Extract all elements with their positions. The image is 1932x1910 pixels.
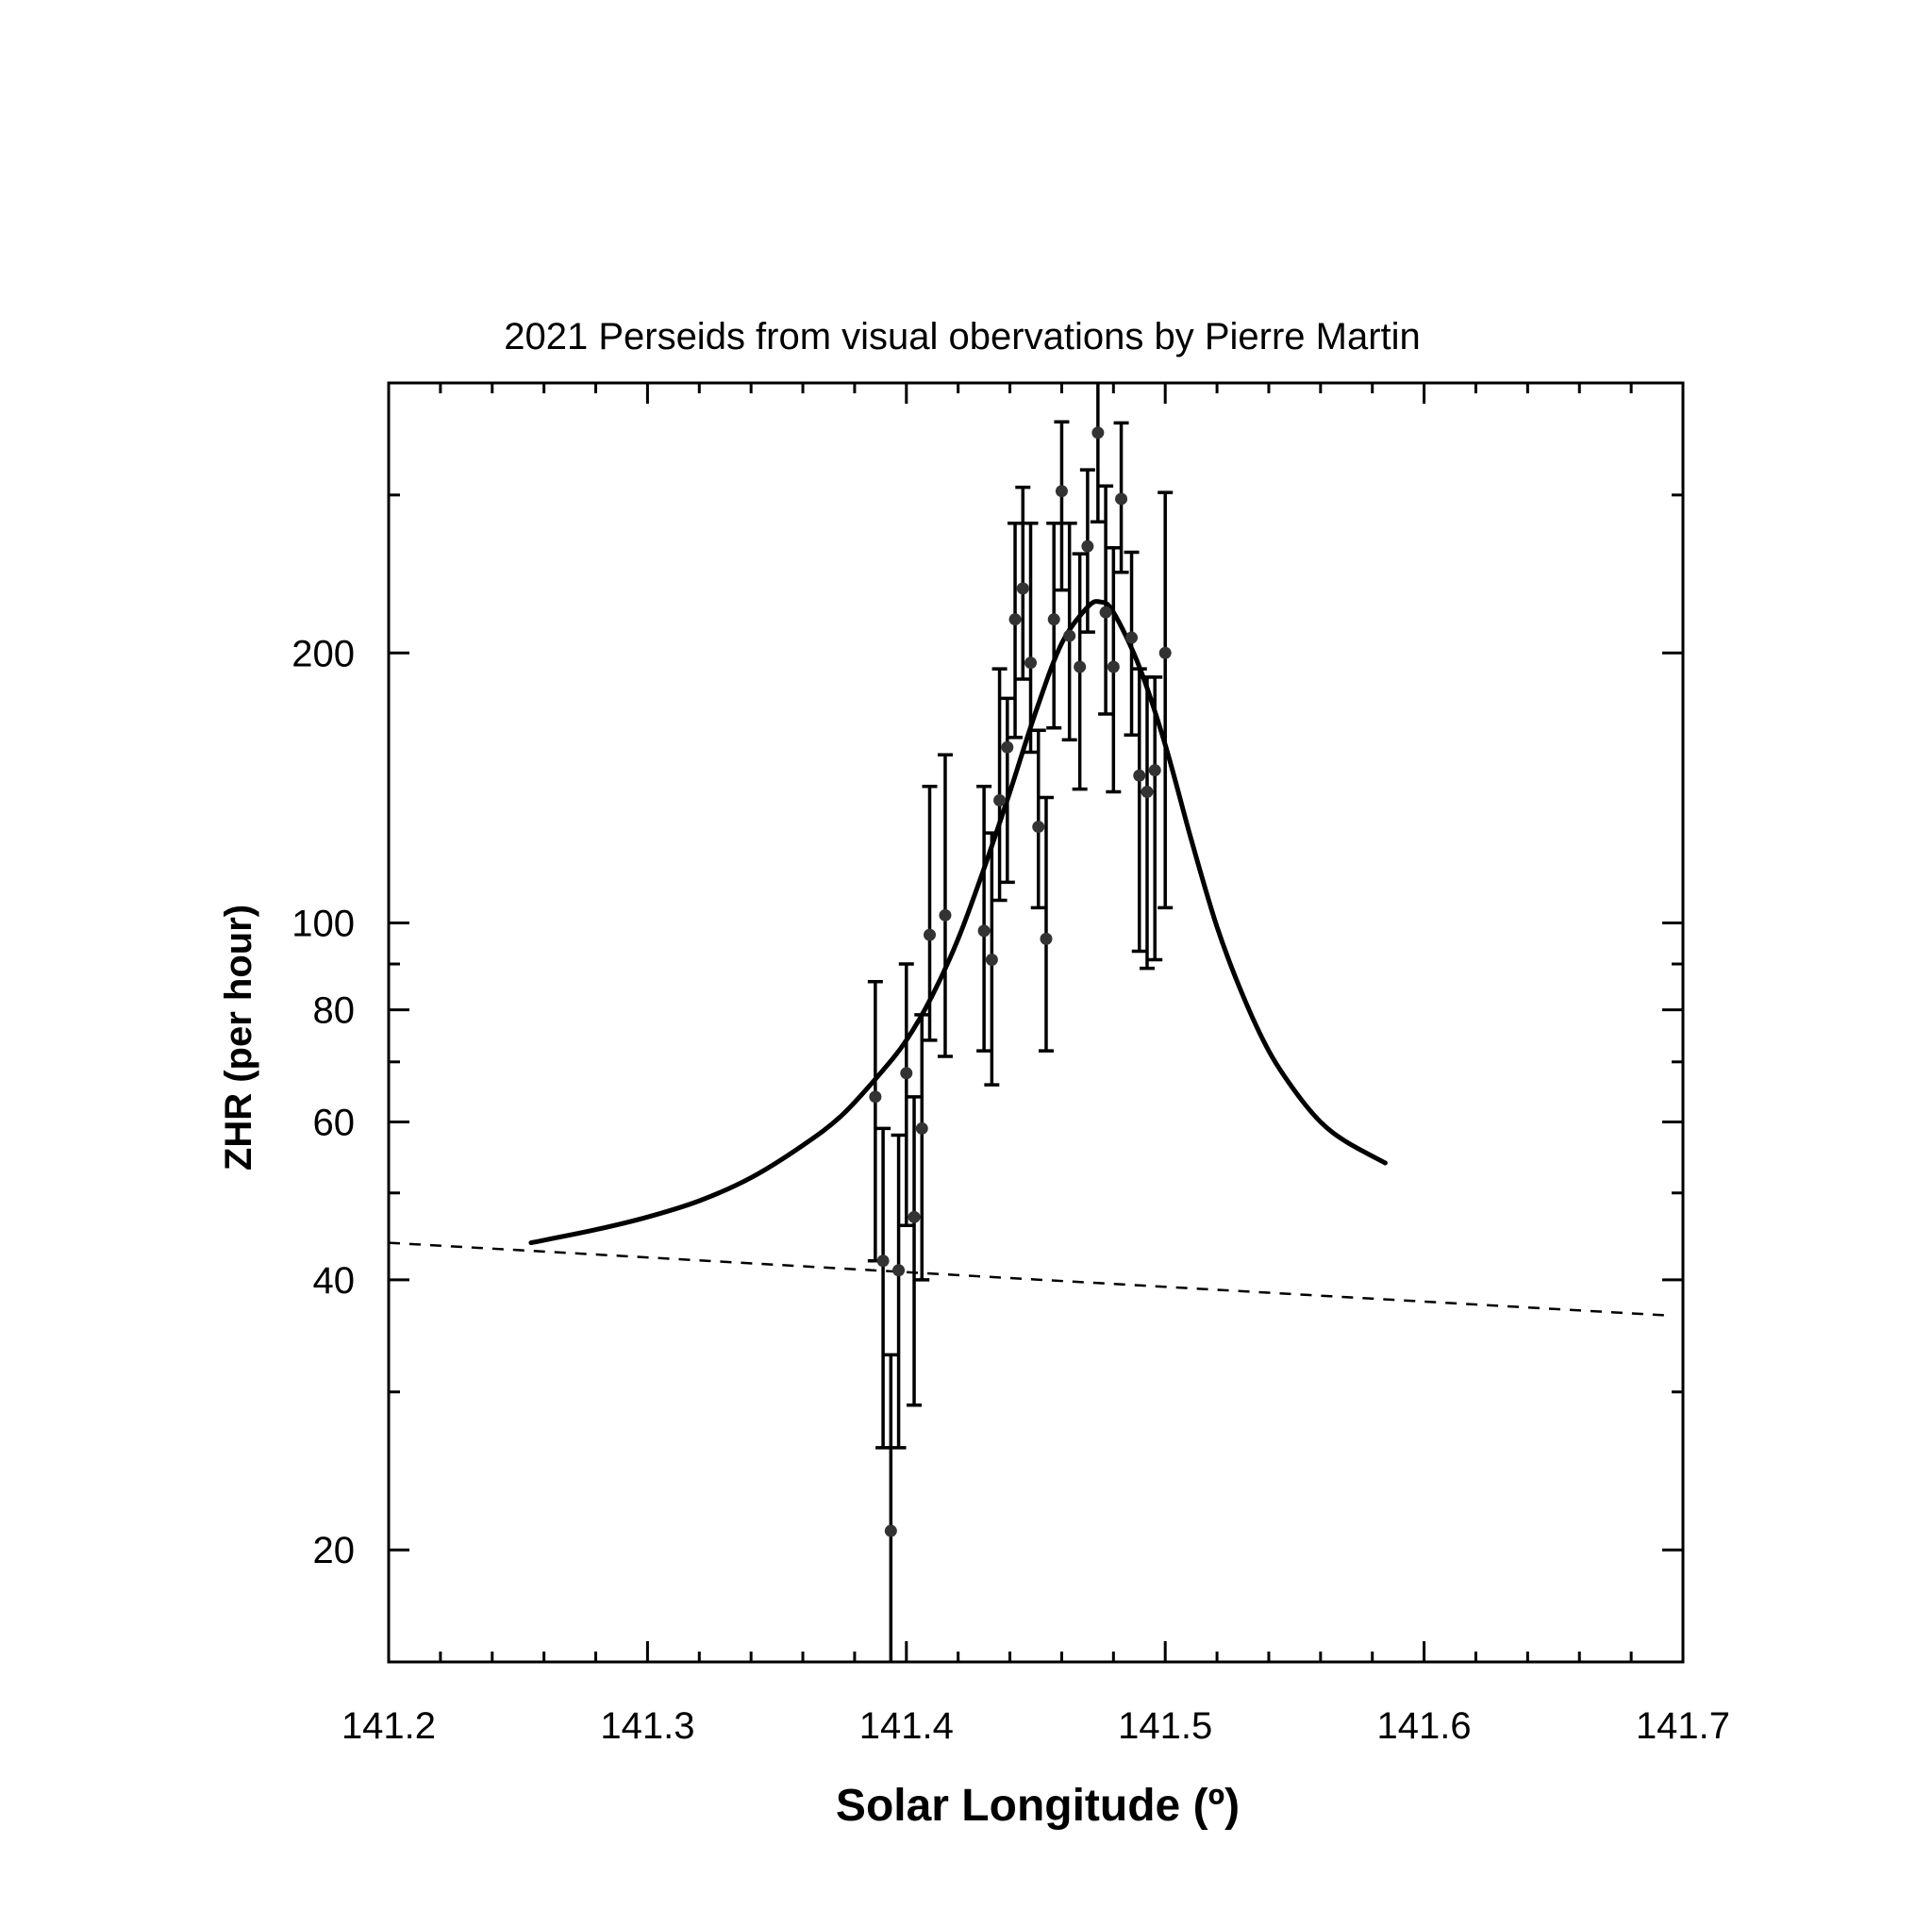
data-point bbox=[1133, 769, 1146, 782]
data-point bbox=[1055, 485, 1068, 498]
data-point bbox=[1148, 764, 1161, 777]
x-tick-label: 141.5 bbox=[1118, 1705, 1212, 1747]
data-point bbox=[923, 928, 936, 941]
data-point bbox=[1001, 740, 1014, 754]
data-point bbox=[884, 1524, 897, 1537]
data-point bbox=[1091, 426, 1105, 440]
data-point bbox=[1141, 786, 1154, 799]
data-point bbox=[993, 794, 1007, 807]
x-tick-label: 141.6 bbox=[1377, 1705, 1472, 1747]
y-tick-label: 80 bbox=[313, 990, 356, 1032]
data-point bbox=[1107, 660, 1120, 673]
y-tick-label: 40 bbox=[313, 1260, 356, 1302]
data-point bbox=[1008, 613, 1022, 626]
x-tick-label: 141.2 bbox=[341, 1705, 436, 1747]
x-axis-label: Solar Longitude (º) bbox=[836, 1781, 1240, 1831]
y-tick-label: 200 bbox=[291, 633, 355, 674]
data-point bbox=[1063, 629, 1076, 642]
data-point bbox=[876, 1254, 890, 1268]
data-point bbox=[908, 1210, 921, 1223]
data-point bbox=[1024, 656, 1038, 670]
data-point bbox=[1115, 492, 1128, 506]
data-point bbox=[1016, 582, 1029, 595]
data-point bbox=[915, 1121, 928, 1135]
data-point bbox=[900, 1067, 913, 1080]
data-point bbox=[1040, 932, 1053, 945]
axes: 141.2 141.3 141.4 141.5 141.6 141.7 20 40 60 80 10… bbox=[291, 381, 1730, 1747]
data-point bbox=[892, 1264, 906, 1277]
data-point bbox=[1074, 660, 1087, 673]
data-point bbox=[939, 908, 952, 922]
chart-title: 2021 Perseids from visual obervations by… bbox=[504, 316, 1421, 357]
data-point bbox=[1032, 821, 1045, 834]
y-tick-label: 20 bbox=[313, 1530, 356, 1571]
data-point bbox=[1158, 646, 1172, 659]
plot-frame bbox=[387, 381, 1685, 1664]
x-tick-label: 141.4 bbox=[859, 1705, 954, 1747]
x-tick-label: 141.7 bbox=[1636, 1705, 1730, 1747]
data-point bbox=[1125, 631, 1139, 644]
background-dashed-line bbox=[389, 1241, 1671, 1317]
model-curve bbox=[528, 599, 1388, 1246]
data-point bbox=[985, 953, 998, 966]
data-point bbox=[977, 924, 991, 938]
data-point bbox=[1099, 606, 1112, 619]
y-tick-label: 60 bbox=[313, 1102, 356, 1143]
plot-area bbox=[389, 383, 1671, 1662]
y-tick-label: 100 bbox=[291, 904, 355, 945]
data-point bbox=[1047, 613, 1060, 626]
data-point bbox=[1081, 540, 1094, 553]
data-point bbox=[869, 1090, 882, 1104]
x-tick-label: 141.3 bbox=[600, 1705, 694, 1747]
y-axis-label: ZHR (per hour) bbox=[218, 905, 259, 1171]
